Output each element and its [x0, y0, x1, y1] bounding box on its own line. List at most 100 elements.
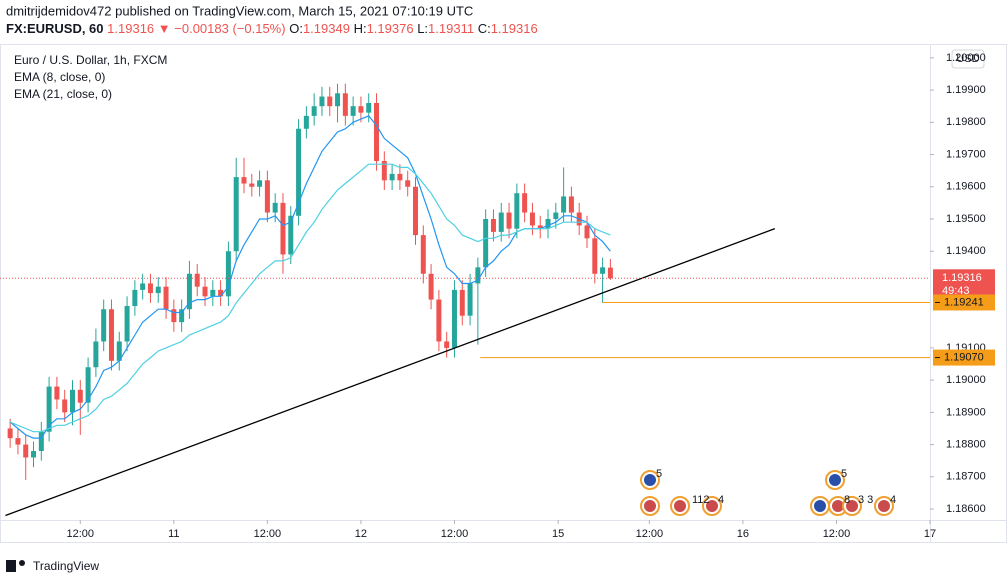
change: ▼ −0.00183 (−0.15%) [158, 21, 286, 36]
candle-body [194, 273, 200, 287]
footer-logo: TradingView [6, 559, 99, 573]
candle-body [467, 283, 473, 316]
x-tick-label: 12:00 [67, 528, 95, 540]
candle-body [225, 251, 231, 297]
plot [5, 83, 930, 517]
x-tick-label: 12:00 [254, 528, 282, 540]
price-tag [933, 294, 995, 311]
candle-body [561, 196, 567, 213]
x-tick-label: 11 [168, 528, 179, 540]
event-icon-core [878, 500, 890, 512]
candle-body [389, 173, 395, 181]
candle-body [31, 451, 37, 458]
ohlc-l: 1.19311 [428, 21, 474, 36]
y-tick-label: 1.19000 [946, 374, 986, 386]
candle-body [444, 341, 450, 348]
ohlc-c: 1.19316 [491, 21, 538, 36]
candle-body [607, 267, 613, 279]
candle-body [506, 212, 512, 229]
candle-body [132, 289, 138, 307]
candle-body [498, 212, 504, 232]
event-count: 8 [844, 494, 850, 506]
symbol: FX:EURUSD, 60 [6, 21, 104, 36]
candle-body [147, 283, 153, 294]
candle-body [545, 218, 551, 229]
candle-body [436, 299, 442, 342]
candle-body [397, 173, 403, 181]
event-count: 4 [718, 494, 724, 506]
event-count: 4 [890, 494, 896, 506]
logo-dot [19, 560, 25, 566]
candle-body [412, 186, 418, 236]
candle-body [140, 283, 146, 290]
candle-body [46, 386, 52, 432]
ohlc-c-label: C: [478, 21, 491, 36]
candle-body [54, 386, 60, 400]
ohlc-h-label: H: [354, 21, 367, 36]
candle-body [296, 128, 302, 216]
candle-body [366, 102, 372, 113]
x-tick-label: 12 [355, 528, 367, 540]
currency[interactable]: USD [956, 53, 979, 65]
candle-body [116, 341, 122, 361]
symbol-line: FX:EURUSD, 60 1.19316 ▼ −0.00183 (−0.15%… [6, 21, 538, 36]
ohlc-o-label: O: [289, 21, 303, 36]
candle-body [381, 160, 387, 181]
event-icon-core [832, 500, 844, 512]
event-count: 3 3 [858, 494, 873, 506]
candle-body [108, 309, 114, 361]
y-tick-label: 1.18600 [946, 503, 986, 515]
candle-body [155, 286, 161, 294]
event-icon-core [706, 500, 718, 512]
candle-body [358, 106, 364, 113]
candle-body [529, 212, 535, 226]
x-tick-label: 16 [737, 528, 749, 540]
candle-body [537, 225, 543, 229]
price-tag [933, 349, 995, 366]
footer-brand: TradingView [33, 559, 99, 573]
event-count: 112 [692, 494, 710, 506]
candle-body [600, 267, 606, 274]
price-tag [933, 269, 995, 299]
candle-body [514, 193, 520, 229]
ema-line [9, 163, 611, 433]
price-tag-countdown: 49:43 [942, 285, 970, 297]
ohlc-h: 1.19376 [367, 21, 414, 36]
candle-body [186, 273, 192, 310]
candle-body [77, 389, 83, 403]
event-icon-core [644, 500, 656, 512]
candle-body [62, 399, 68, 413]
candle-body [342, 93, 348, 116]
candle-body [85, 367, 91, 403]
x-tick-label: 17 [924, 528, 936, 540]
candle-body [38, 431, 44, 452]
y-tick-label: 1.18700 [946, 471, 986, 483]
price-tag-label: 1.19070 [944, 351, 984, 363]
y-tick-label: 1.19600 [946, 181, 986, 193]
event-icon-core [644, 474, 656, 486]
currency-button[interactable] [951, 49, 985, 69]
y-tick-label: 1.19500 [946, 213, 986, 225]
candle-body [93, 341, 99, 368]
event-count: 5 [656, 468, 662, 480]
trend-line [5, 228, 776, 517]
candle-body [475, 267, 481, 284]
price-tag-label: 1.19316 [942, 272, 982, 284]
frame [0, 44, 1007, 543]
candle-body [553, 212, 559, 219]
ohlc-l-label: L: [417, 21, 428, 36]
y-tick-label: 1.20000 [946, 52, 986, 64]
candle-body [257, 180, 263, 187]
candle-body [23, 444, 29, 458]
candle-body [303, 115, 309, 129]
event-icon-core [829, 474, 841, 486]
candle-body [69, 389, 75, 413]
ohlc-o: 1.19349 [303, 21, 350, 36]
candle-body [311, 106, 317, 116]
candle-body [327, 96, 333, 107]
x-tick-label: 15 [552, 528, 564, 540]
y-tick-label: 1.18800 [946, 438, 986, 450]
candle-body [202, 286, 208, 297]
candle-body [584, 225, 590, 239]
